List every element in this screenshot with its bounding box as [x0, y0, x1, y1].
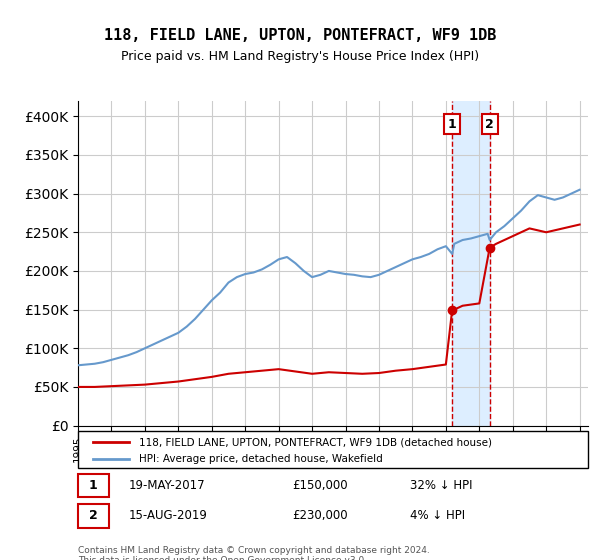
Text: 19-MAY-2017: 19-MAY-2017	[129, 479, 206, 492]
Text: 118, FIELD LANE, UPTON, PONTEFRACT, WF9 1DB: 118, FIELD LANE, UPTON, PONTEFRACT, WF9 …	[104, 28, 496, 43]
Text: 32% ↓ HPI: 32% ↓ HPI	[409, 479, 472, 492]
Text: 15-AUG-2019: 15-AUG-2019	[129, 509, 208, 522]
Text: 4% ↓ HPI: 4% ↓ HPI	[409, 509, 464, 522]
Text: 1: 1	[448, 118, 457, 130]
Text: 2: 2	[89, 509, 98, 522]
Text: £150,000: £150,000	[292, 479, 348, 492]
Bar	[452, 101, 490, 426]
Text: Price paid vs. HM Land Registry's House Price Index (HPI): Price paid vs. HM Land Registry's House …	[121, 50, 479, 63]
Text: HPI: Average price, detached house, Wakefield: HPI: Average price, detached house, Wake…	[139, 454, 383, 464]
FancyBboxPatch shape	[78, 474, 109, 497]
Text: 118, FIELD LANE, UPTON, PONTEFRACT, WF9 1DB (detached house): 118, FIELD LANE, UPTON, PONTEFRACT, WF9 …	[139, 437, 492, 447]
FancyBboxPatch shape	[78, 504, 109, 528]
Text: 2: 2	[485, 118, 494, 130]
Text: Contains HM Land Registry data © Crown copyright and database right 2024.
This d: Contains HM Land Registry data © Crown c…	[78, 546, 430, 560]
Text: 1: 1	[89, 479, 98, 492]
FancyBboxPatch shape	[78, 431, 588, 468]
Text: £230,000: £230,000	[292, 509, 348, 522]
